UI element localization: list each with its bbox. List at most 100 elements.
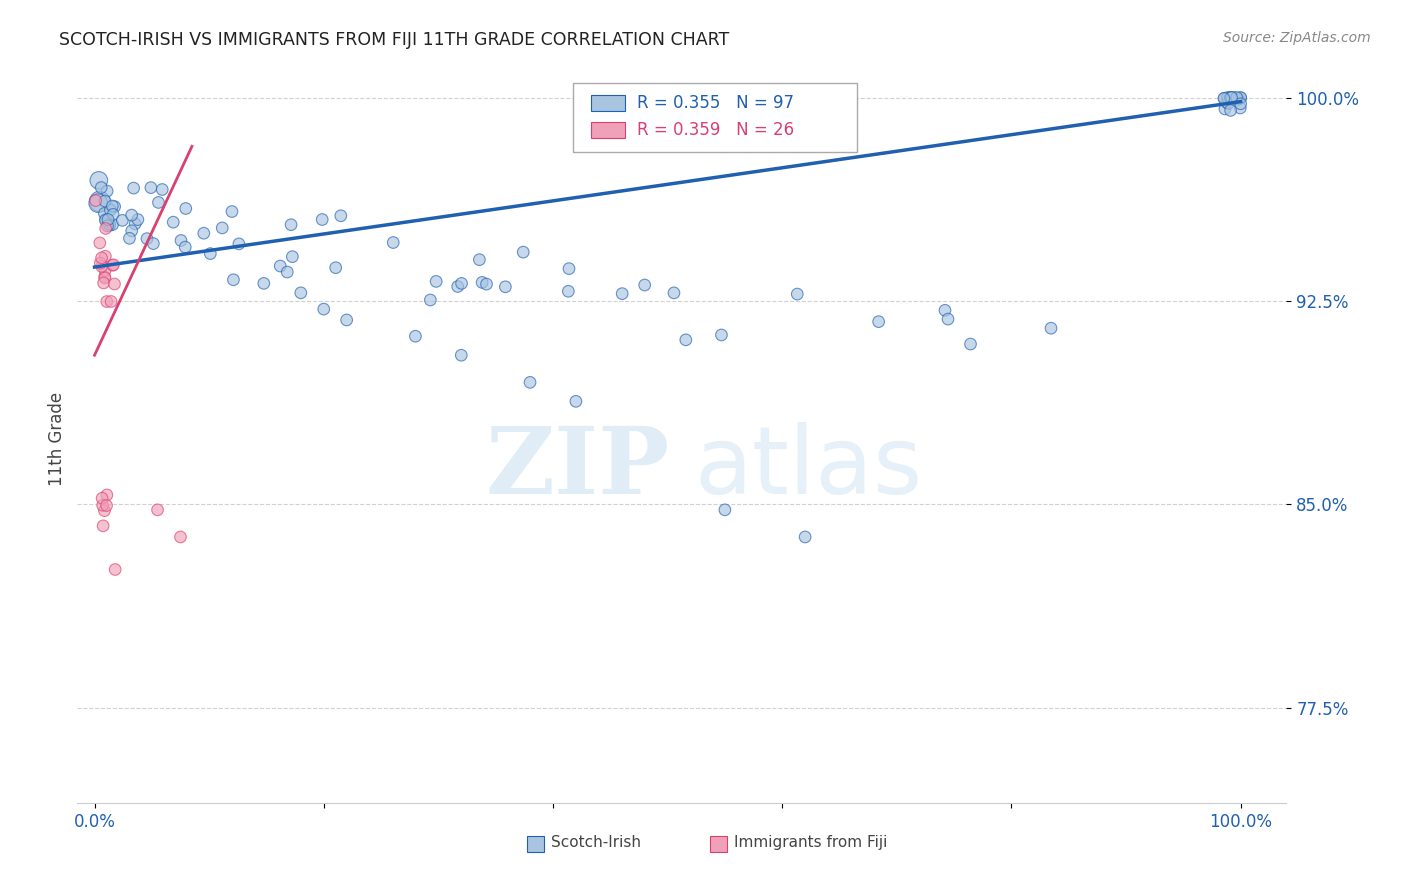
Point — [447, 279, 470, 293]
Point — [211, 221, 233, 235]
Point — [101, 218, 124, 232]
Point — [193, 226, 215, 240]
Point — [312, 302, 335, 317]
Point — [1223, 90, 1246, 104]
Text: Source: ZipAtlas.com: Source: ZipAtlas.com — [1223, 31, 1371, 45]
Point — [122, 181, 145, 195]
Point — [612, 286, 634, 301]
Point — [557, 285, 579, 299]
Point — [1216, 95, 1239, 110]
Point — [1213, 102, 1236, 116]
Point — [1229, 91, 1251, 105]
Point — [475, 277, 498, 292]
Point — [280, 218, 302, 232]
FancyBboxPatch shape — [574, 83, 858, 153]
Point — [1229, 90, 1251, 104]
Point — [93, 503, 115, 517]
Point — [281, 250, 304, 264]
Point — [174, 240, 197, 254]
Point — [471, 276, 494, 290]
Bar — [592, 122, 626, 138]
Point — [87, 173, 110, 187]
Point — [558, 261, 581, 276]
Point — [1227, 92, 1250, 106]
Point — [91, 491, 114, 506]
Point — [111, 213, 134, 227]
Point — [1216, 90, 1239, 104]
Point — [1218, 96, 1240, 111]
Point — [136, 232, 159, 246]
Text: Immigrants from Fiji: Immigrants from Fiji — [734, 836, 887, 850]
Point — [89, 235, 111, 250]
Point — [675, 333, 697, 347]
Point — [104, 200, 127, 214]
Point — [84, 194, 107, 208]
Point — [228, 236, 250, 251]
Point — [103, 277, 125, 291]
Point — [1226, 90, 1249, 104]
Point — [662, 285, 685, 300]
Point — [325, 260, 347, 275]
Point — [162, 215, 184, 229]
Y-axis label: 11th Grade: 11th Grade — [48, 392, 66, 486]
Point — [1219, 90, 1241, 104]
Point — [276, 265, 298, 279]
Point — [97, 212, 120, 227]
Point — [103, 258, 125, 272]
Point — [311, 212, 333, 227]
Point — [127, 212, 149, 227]
Point — [450, 277, 472, 291]
Point — [1213, 91, 1236, 105]
Point — [121, 208, 143, 222]
Point — [90, 180, 112, 194]
Point — [269, 259, 291, 273]
Point — [94, 221, 117, 235]
Point — [1219, 103, 1241, 118]
Point — [101, 258, 124, 272]
Point — [1229, 96, 1251, 111]
Point — [98, 202, 121, 217]
Point — [90, 251, 112, 265]
Point — [450, 348, 472, 362]
Point — [519, 376, 541, 390]
Point — [104, 562, 127, 576]
Point — [139, 180, 162, 194]
Point — [468, 252, 491, 267]
Point — [94, 213, 117, 227]
Point — [93, 276, 115, 290]
Point — [382, 235, 405, 250]
Point — [91, 519, 114, 533]
Point — [174, 202, 197, 216]
Point — [329, 209, 352, 223]
Point — [868, 315, 890, 329]
Point — [170, 234, 193, 248]
Text: R = 0.359   N = 26: R = 0.359 N = 26 — [637, 121, 794, 139]
Point — [934, 303, 956, 318]
Point — [91, 498, 114, 512]
Point — [336, 313, 359, 327]
Point — [118, 231, 141, 245]
Point — [87, 196, 110, 211]
Text: R = 0.355   N = 97: R = 0.355 N = 97 — [637, 94, 794, 112]
Point — [221, 204, 243, 219]
Point — [98, 218, 121, 232]
Point — [425, 274, 447, 288]
Point — [96, 184, 118, 198]
Point — [94, 212, 117, 227]
Point — [290, 285, 312, 300]
Point — [101, 207, 124, 221]
Point — [565, 394, 588, 409]
Point — [1219, 90, 1241, 104]
Point — [96, 294, 118, 309]
Point — [1229, 101, 1251, 115]
Text: Scotch-Irish: Scotch-Irish — [551, 836, 641, 850]
Point — [419, 293, 441, 307]
Point — [146, 503, 169, 517]
Point — [959, 337, 981, 351]
Point — [714, 503, 737, 517]
Point — [786, 287, 808, 301]
Point — [710, 328, 733, 343]
Point — [1213, 91, 1236, 105]
Point — [94, 249, 117, 263]
Point — [512, 245, 534, 260]
